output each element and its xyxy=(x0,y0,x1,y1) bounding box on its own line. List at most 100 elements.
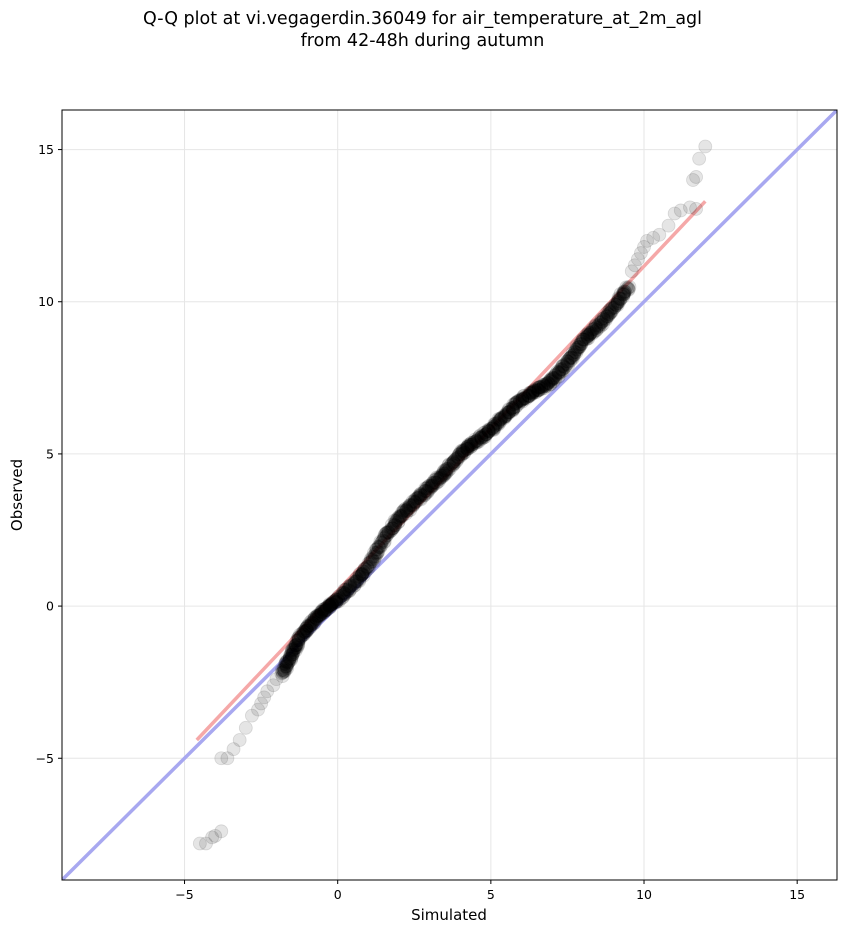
qq-point xyxy=(336,589,351,604)
qq-point xyxy=(329,594,343,609)
qq-point xyxy=(302,619,316,633)
qq-point xyxy=(335,585,350,600)
qq-point xyxy=(587,324,601,339)
qq-point xyxy=(318,603,333,618)
qq-point xyxy=(296,624,311,639)
qq-point xyxy=(527,383,541,398)
qq-point xyxy=(409,495,423,509)
qq-point xyxy=(413,487,427,501)
qq-point xyxy=(507,400,521,415)
qq-point xyxy=(393,509,408,524)
qq-point xyxy=(401,500,416,515)
qq-point xyxy=(302,618,317,633)
qq-point xyxy=(284,647,299,662)
qq-point xyxy=(488,418,503,433)
qq-point xyxy=(334,588,349,603)
grid-lines xyxy=(62,110,837,880)
qq-point xyxy=(277,660,291,675)
qq-point xyxy=(554,362,568,376)
qq-point xyxy=(432,471,447,486)
qq-point xyxy=(448,452,462,467)
qq-point xyxy=(512,393,527,407)
qq-point xyxy=(425,476,440,491)
qq-point xyxy=(478,425,492,440)
qq-point xyxy=(479,427,494,441)
qq-point xyxy=(417,487,432,502)
qq-point xyxy=(357,562,372,577)
qq-point xyxy=(593,316,607,330)
qq-point xyxy=(347,578,362,593)
qq-point xyxy=(482,424,496,439)
qq-point xyxy=(291,633,306,648)
qq-point xyxy=(292,627,307,642)
qq-point xyxy=(580,329,595,344)
qq-point xyxy=(515,392,530,407)
qq-point xyxy=(199,836,213,851)
qq-point xyxy=(508,396,523,411)
qq-point xyxy=(428,475,442,490)
qq-point xyxy=(454,447,469,462)
qq-point xyxy=(540,376,555,391)
qq-point xyxy=(506,402,520,416)
qq-point xyxy=(345,577,360,591)
qq-point xyxy=(318,601,333,616)
qq-point xyxy=(322,599,337,613)
qq-point xyxy=(424,478,439,493)
qq-point xyxy=(347,576,362,591)
qq-point xyxy=(543,373,558,388)
qq-point xyxy=(637,240,651,254)
qq-point xyxy=(420,483,435,498)
qq-point xyxy=(505,401,520,415)
qq-point xyxy=(613,292,628,306)
qq-point xyxy=(279,654,294,669)
qq-point xyxy=(545,370,560,385)
qq-point xyxy=(336,586,351,600)
qq-point xyxy=(497,409,512,424)
qq-point xyxy=(556,364,570,378)
qq-point xyxy=(478,427,493,442)
qq-point xyxy=(533,380,548,395)
qq-point xyxy=(378,530,393,545)
qq-point xyxy=(323,599,338,614)
qq-point xyxy=(317,603,332,618)
y-tick-label: 15 xyxy=(38,142,54,157)
qq-point xyxy=(291,637,306,652)
qq-point xyxy=(469,434,484,448)
qq-point xyxy=(295,626,309,641)
qq-point xyxy=(398,504,413,519)
qq-point xyxy=(594,315,609,329)
qq-point xyxy=(288,638,303,653)
qq-point xyxy=(466,435,481,450)
qq-point xyxy=(291,635,305,650)
qq-point xyxy=(501,405,516,420)
qq-point xyxy=(567,344,582,359)
qq-point xyxy=(546,371,561,385)
qq-point xyxy=(498,408,513,423)
qq-point xyxy=(463,437,478,452)
qq-point xyxy=(530,383,545,398)
qq-point xyxy=(313,608,328,623)
qq-point xyxy=(369,549,383,564)
qq-point xyxy=(614,291,628,306)
qq-point xyxy=(307,614,321,629)
qq-point xyxy=(299,621,313,636)
qq-point xyxy=(539,379,553,394)
qq-point xyxy=(317,605,331,620)
qq-point xyxy=(309,611,324,626)
qq-point xyxy=(601,309,616,323)
qq-point xyxy=(457,445,472,460)
qq-point xyxy=(508,395,523,410)
qq-point xyxy=(378,526,393,541)
qq-point xyxy=(300,624,314,638)
qq-point xyxy=(354,567,369,582)
qq-point xyxy=(612,294,627,309)
qq-point xyxy=(286,645,301,660)
qq-point xyxy=(464,435,479,450)
qq-point xyxy=(355,566,370,581)
qq-point xyxy=(304,613,319,628)
qq-point xyxy=(331,592,346,607)
qq-point xyxy=(369,545,384,560)
qq-point xyxy=(373,534,388,549)
qq-point xyxy=(543,377,558,392)
qq-point xyxy=(486,419,501,434)
